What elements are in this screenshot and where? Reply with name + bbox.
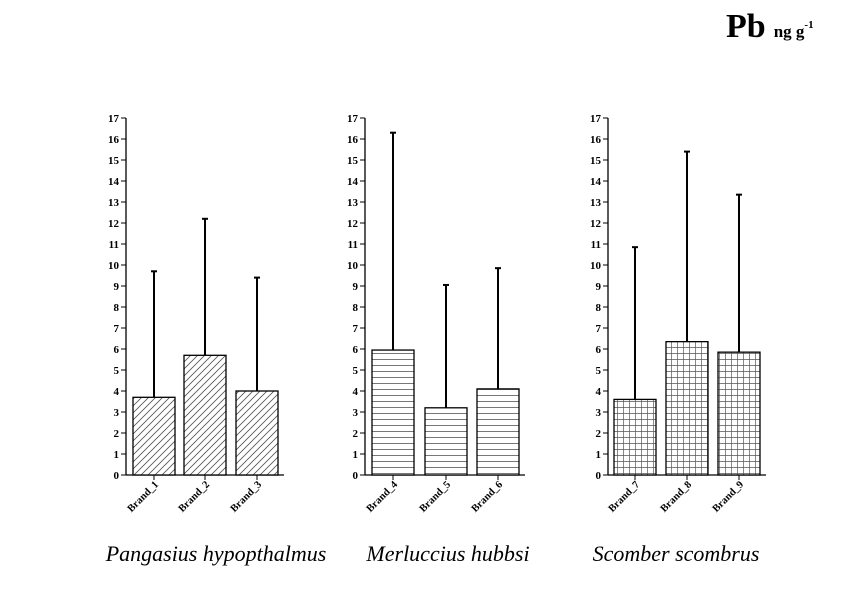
y-tick-label-3: 6 <box>596 344 602 356</box>
category-label-Brand_3: Brand_3 <box>229 479 264 514</box>
y-tick-label-1: 1 <box>114 449 120 461</box>
y-tick-label-3: 9 <box>596 281 602 293</box>
y-tick-label-3: 1 <box>596 449 602 461</box>
y-tick-label-1: 8 <box>114 302 120 314</box>
y-tick-label-2: 4 <box>353 386 359 398</box>
y-tick-label-3: 17 <box>590 113 602 125</box>
bar-Brand_3 <box>235 390 279 476</box>
y-tick-label-2: 5 <box>353 365 359 377</box>
y-tick-label-3: 2 <box>596 428 602 440</box>
category-label-Brand_5: Brand_5 <box>418 479 453 514</box>
y-tick-label-1: 0 <box>114 470 120 482</box>
y-tick-label-2: 15 <box>347 155 359 167</box>
y-tick-label-1: 6 <box>114 344 120 356</box>
y-tick-label-3: 4 <box>596 386 602 398</box>
y-tick-label-3: 5 <box>596 365 602 377</box>
species-label-3: Scomber scombrus <box>592 541 760 566</box>
y-tick-label-2: 13 <box>347 197 359 209</box>
y-tick-label-1: 17 <box>108 113 120 125</box>
y-tick-label-2: 17 <box>347 113 359 125</box>
y-tick-label-3: 8 <box>596 302 602 314</box>
y-tick-label-3: 15 <box>590 155 602 167</box>
y-tick-label-3: 3 <box>596 407 602 419</box>
y-tick-label-1: 9 <box>114 281 120 293</box>
y-tick-label-2: 2 <box>353 428 359 440</box>
bar-Brand_2 <box>183 354 227 476</box>
bar-Brand_4 <box>371 349 415 476</box>
unit-exponent: -1 <box>804 19 814 31</box>
y-tick-label-2: 11 <box>348 239 358 251</box>
y-tick-label-1: 13 <box>108 197 120 209</box>
category-label-Brand_4: Brand_4 <box>365 479 401 515</box>
y-tick-label-1: 5 <box>114 365 120 377</box>
category-label-Brand_1: Brand_1 <box>126 479 161 514</box>
y-tick-label-2: 14 <box>347 176 359 188</box>
category-label-Brand_8: Brand_8 <box>659 479 694 514</box>
element-symbol: Pb <box>726 8 766 45</box>
y-tick-label-3: 14 <box>590 176 602 188</box>
y-tick-label-2: 10 <box>347 260 359 272</box>
unit-text: ng g <box>773 22 805 41</box>
unit-label: ng g-1 <box>773 19 814 41</box>
y-tick-label-3: 12 <box>590 218 602 230</box>
bar-Brand_6 <box>476 388 520 476</box>
category-label-Brand_9: Brand_9 <box>711 479 746 514</box>
y-tick-label-1: 10 <box>108 260 120 272</box>
y-tick-label-3: 7 <box>596 323 602 335</box>
category-label-Brand_6: Brand_6 <box>470 479 505 514</box>
y-tick-label-1: 3 <box>114 407 120 419</box>
y-tick-label-2: 7 <box>353 323 359 335</box>
y-tick-label-1: 16 <box>108 134 120 146</box>
y-tick-label-1: 2 <box>114 428 120 440</box>
bar-Brand_7 <box>613 398 657 476</box>
bar-Brand_1 <box>132 396 176 476</box>
y-tick-label-3: 16 <box>590 134 602 146</box>
figure-title: Pb ng g-1 <box>726 8 814 46</box>
y-tick-label-3: 0 <box>596 470 602 482</box>
bar-Brand_5 <box>424 407 468 476</box>
category-label-Brand_7: Brand_7 <box>607 479 642 514</box>
species-label-1: Pangasius hypopthalmus <box>105 541 327 566</box>
species-label-2: Merluccius hubbsi <box>366 541 530 566</box>
category-label-Brand_2: Brand_2 <box>177 479 212 514</box>
y-tick-label-2: 12 <box>347 218 359 230</box>
y-tick-label-2: 9 <box>353 281 359 293</box>
y-tick-label-1: 11 <box>109 239 119 251</box>
y-tick-label-3: 11 <box>591 239 601 251</box>
y-tick-label-1: 15 <box>108 155 120 167</box>
y-tick-label-2: 8 <box>353 302 359 314</box>
y-tick-label-2: 16 <box>347 134 359 146</box>
y-tick-label-1: 4 <box>114 386 120 398</box>
bar-Brand_8 <box>665 340 709 476</box>
y-tick-label-2: 6 <box>353 344 359 356</box>
y-tick-label-1: 12 <box>108 218 120 230</box>
y-tick-label-2: 0 <box>353 470 359 482</box>
y-tick-label-3: 13 <box>590 197 602 209</box>
y-tick-label-1: 14 <box>108 176 120 188</box>
y-tick-label-2: 1 <box>353 449 359 461</box>
bar-Brand_9 <box>717 351 761 476</box>
y-tick-label-2: 3 <box>353 407 359 419</box>
y-tick-label-3: 10 <box>590 260 602 272</box>
y-tick-label-1: 7 <box>114 323 120 335</box>
